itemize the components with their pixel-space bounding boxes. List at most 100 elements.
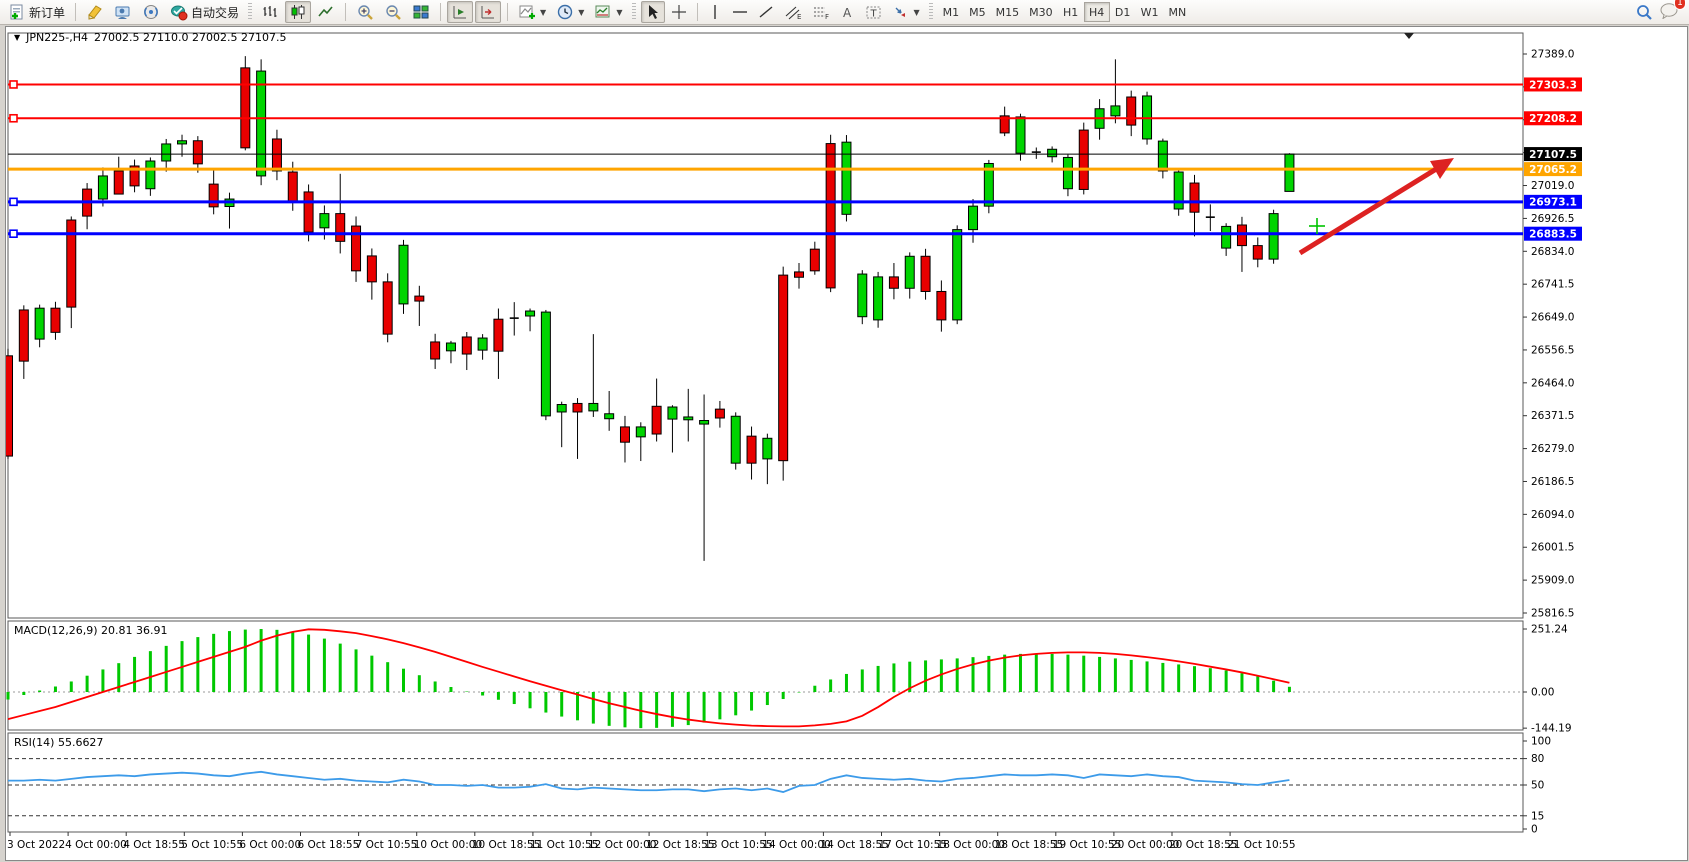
macd-histogram [6, 629, 1291, 729]
new-order-label: 新订单 [29, 5, 66, 20]
notifications-button[interactable]: 1 [1659, 0, 1686, 23]
symbol-period-label: JPN225-,H4 [26, 31, 88, 44]
line-chart-button[interactable] [313, 1, 339, 23]
chevron-down-icon: ▼ [540, 7, 547, 17]
hline-object-26883.5[interactable] [8, 229, 1523, 239]
cursor-button[interactable] [640, 1, 665, 23]
time-tick-label: 13 Oct 10:55 [704, 839, 772, 851]
timeframe-M5[interactable]: M5 [969, 5, 986, 19]
indicators-button[interactable]: ▼ [514, 1, 550, 23]
hline-object-27303.3[interactable] [8, 80, 1523, 89]
timeframe-D1[interactable]: D1 [1114, 5, 1131, 19]
price-axis[interactable]: 27389.027296.527204.027111.527019.026926… [1523, 49, 1574, 620]
message-bubble-icon [1660, 3, 1678, 20]
chart-shift-triangle-icon[interactable] [1404, 33, 1414, 39]
time-tick-label: 17 Oct 10:55 [879, 839, 947, 851]
templates-icon [595, 5, 610, 18]
chart-title-overlay: ▼ JPN225-,H4 27002.5 27110.0 27002.5 271… [14, 31, 286, 44]
text-label-button[interactable]: T [861, 1, 886, 23]
fibonacci-button[interactable]: F [808, 1, 834, 23]
autotrading-button[interactable]: 自动交易 [166, 1, 243, 23]
vertical-line-button[interactable] [704, 1, 726, 23]
time-tick-label: 21 Oct 10:55 [1227, 839, 1295, 851]
price-tick-label: 26371.5 [1531, 410, 1574, 422]
trendline-button[interactable] [754, 1, 778, 23]
fibonacci-icon: F [813, 7, 829, 20]
horizontal-line-button[interactable] [728, 1, 752, 23]
green-cross-marker[interactable] [1309, 218, 1325, 234]
timeframe-H1[interactable]: H1 [1063, 5, 1079, 19]
chart-shift-icon [481, 6, 495, 19]
time-tick-label: 18 Oct 00:00 [937, 839, 1005, 851]
hline-handle[interactable] [9, 113, 18, 123]
time-tick-label: 3 Oct 2022 [7, 839, 65, 851]
timeframe-W1[interactable]: W1 [1140, 5, 1159, 19]
candle-chart-button[interactable] [285, 1, 312, 23]
price-tick-label: 25816.5 [1531, 608, 1574, 620]
zoom-in-icon [358, 5, 373, 20]
equidistant-channel-icon: E [785, 6, 801, 20]
autotrading-icon [171, 5, 188, 21]
timeframe-H4[interactable]: H4 [1083, 2, 1110, 22]
zoom-out-button[interactable] [380, 1, 406, 23]
trend-arrow-annotation[interactable] [1298, 158, 1454, 256]
timeframe-M30[interactable]: M30 [1029, 5, 1053, 19]
rsi-line [8, 770, 1290, 793]
auto-scroll-icon [453, 6, 467, 19]
timeframe-M1[interactable]: M1 [942, 5, 960, 19]
main-toolbar: 新订单 [0, 0, 1689, 25]
arrow-objects-icon [895, 7, 905, 17]
templates-button[interactable]: ▼ [590, 1, 626, 23]
arrows-button[interactable]: ▼ [888, 1, 924, 23]
time-tick-label: 10 Oct 18:55 [472, 839, 540, 851]
price-flag-27303.3: 27303.3 [1524, 77, 1582, 92]
community-button[interactable] [110, 1, 136, 23]
svg-text:27065.2: 27065.2 [1529, 164, 1577, 176]
timeframe-MN[interactable]: MN [1168, 5, 1187, 19]
channel-button[interactable]: E [780, 1, 806, 23]
tile-windows-button[interactable] [408, 1, 434, 23]
periods-button[interactable]: ▼ [552, 1, 588, 23]
chart-window[interactable]: ▼ JPN225-,H4 27002.5 27110.0 27002.5 271… [5, 26, 1688, 861]
time-tick-label: 14 Oct 00:00 [762, 839, 830, 851]
svg-text:E: E [797, 13, 801, 20]
timeframe-M15[interactable]: M15 [995, 5, 1020, 19]
crosshair-button[interactable] [667, 1, 691, 23]
auto-scroll-button[interactable] [447, 1, 474, 23]
bar-chart-button[interactable] [257, 1, 283, 23]
macd-pane [7, 620, 1524, 731]
price-tick-label: 26464.0 [1531, 377, 1574, 389]
new-order-button[interactable]: 新订单 [4, 1, 69, 23]
zoom-in-button[interactable] [352, 1, 378, 23]
hline-handle[interactable] [9, 197, 18, 207]
time-tick-label: 4 Oct 18:55 [123, 839, 185, 851]
zoom-out-icon [386, 5, 401, 20]
svg-text:15: 15 [1531, 810, 1544, 822]
price-tick-label: 27389.0 [1531, 49, 1574, 61]
time-tick-label: 11 Oct 10:55 [530, 839, 598, 851]
timeframe-group: M1 M5 M15 M30 H1 H4 D1 W1 MN [938, 2, 1192, 22]
one-click-trading-arrow-icon[interactable]: ▼ [14, 33, 21, 42]
text-button[interactable]: A [836, 1, 859, 23]
time-tick-label: 20 Oct 00:00 [1111, 839, 1179, 851]
news-button[interactable] [138, 1, 164, 23]
hline-handle[interactable] [9, 80, 18, 89]
chart-shift-button[interactable] [475, 1, 502, 23]
time-tick-label: 12 Oct 00:00 [588, 839, 656, 851]
price-tick-label: 25909.0 [1531, 575, 1574, 587]
time-tick-label: 12 Oct 18:55 [646, 839, 714, 851]
hline-object-26973.1[interactable] [8, 197, 1523, 207]
search-icon[interactable] [1635, 3, 1653, 21]
autotrading-label: 自动交易 [191, 5, 240, 20]
line-chart-icon [318, 6, 333, 17]
hline-handle[interactable] [9, 229, 18, 239]
svg-text:27303.3: 27303.3 [1529, 79, 1577, 91]
metaeditor-button[interactable] [82, 1, 108, 23]
chevron-down-icon: ▼ [913, 7, 920, 17]
price-flag-26883.5: 26883.5 [1524, 226, 1582, 241]
price-chart-canvas[interactable]: 27389.027296.527204.027111.527019.026926… [6, 27, 1687, 860]
cursor-icon [648, 5, 658, 19]
svg-text:50: 50 [1531, 780, 1544, 792]
time-axis[interactable]: 3 Oct 2022 4 Oct 00:004 Oct 18:555 Oct 10… [7, 832, 1296, 851]
hline-object-27208.2[interactable] [8, 113, 1523, 123]
